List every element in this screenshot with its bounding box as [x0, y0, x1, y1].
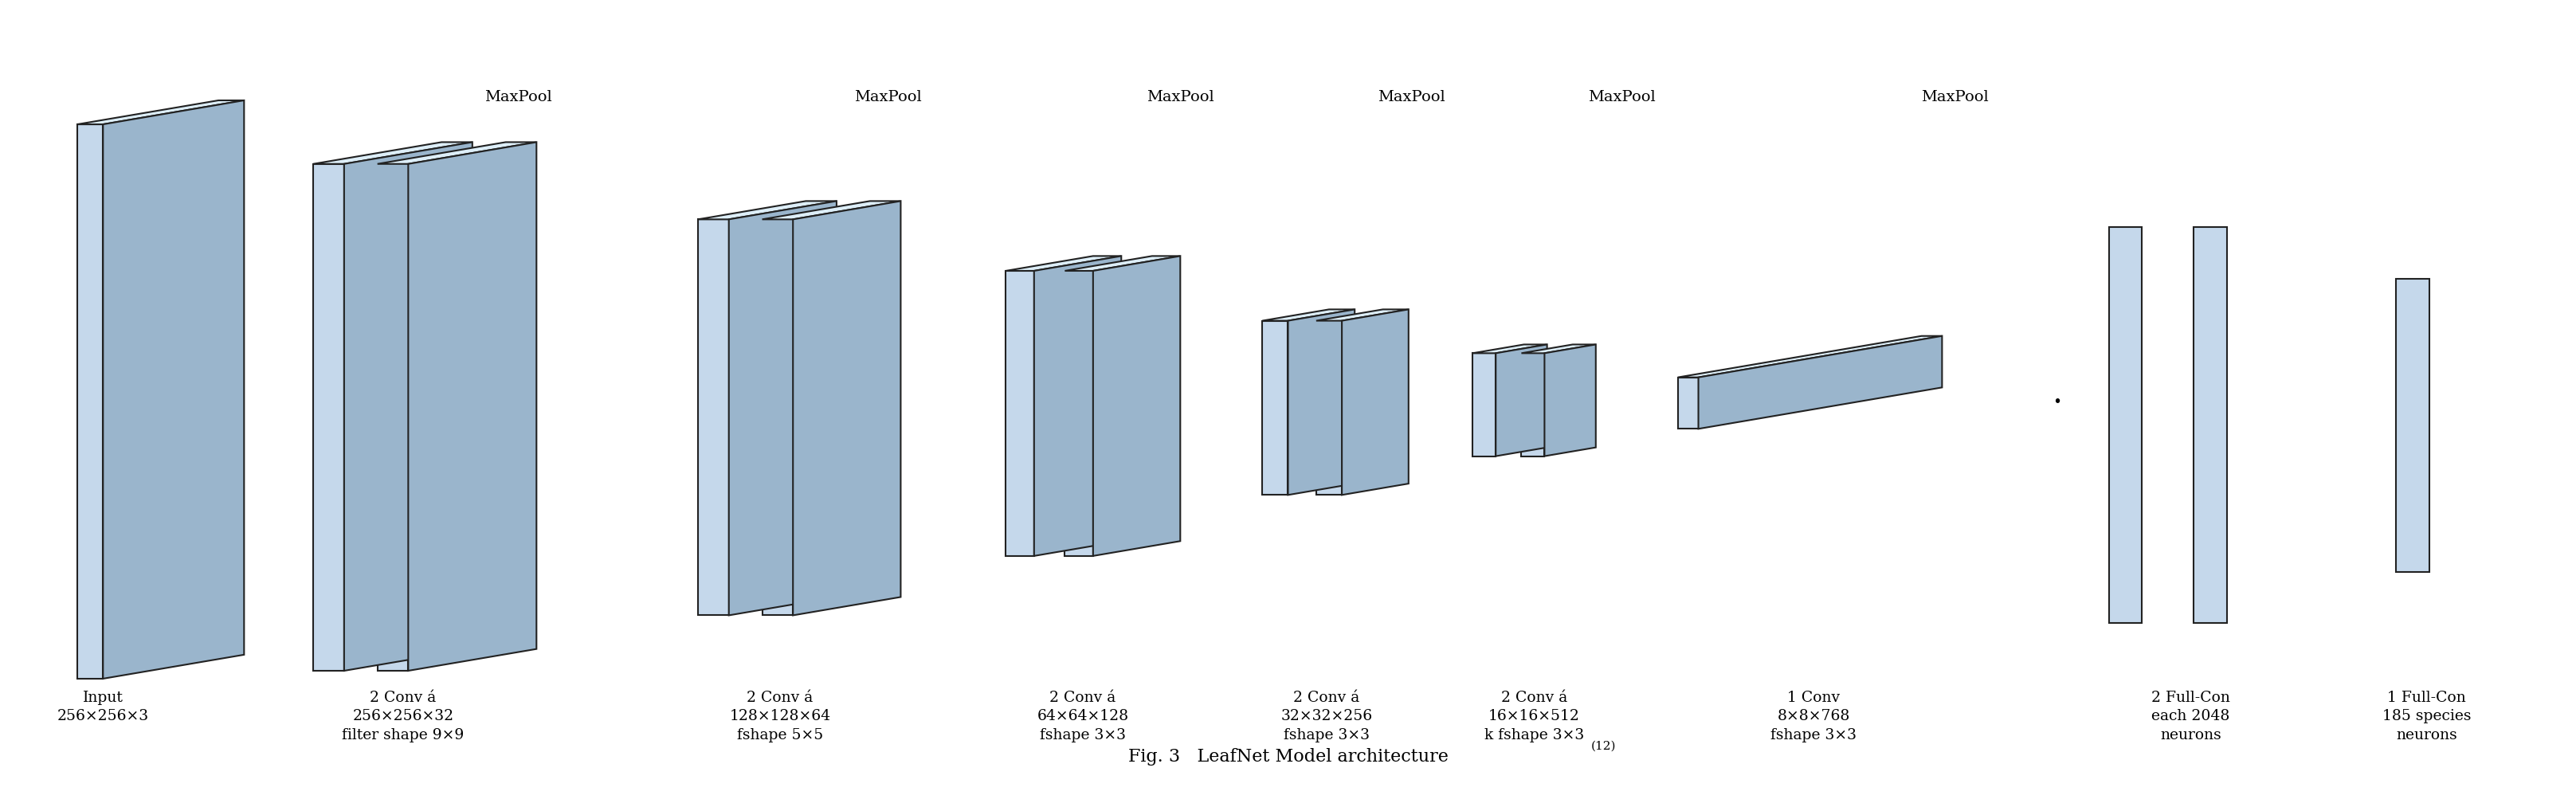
- Polygon shape: [1473, 344, 1548, 353]
- Text: MaxPool: MaxPool: [1922, 90, 1989, 104]
- Polygon shape: [407, 142, 536, 671]
- Text: Fig. 3   LeafNet Model architecture: Fig. 3 LeafNet Model architecture: [1128, 748, 1448, 766]
- Polygon shape: [1522, 353, 1546, 456]
- Polygon shape: [1092, 256, 1180, 556]
- Text: (12): (12): [1589, 740, 1615, 752]
- Text: 2 Conv á
32×32×256
fshape 3×3: 2 Conv á 32×32×256 fshape 3×3: [1280, 691, 1373, 743]
- Polygon shape: [698, 219, 729, 615]
- Polygon shape: [1316, 309, 1409, 320]
- Polygon shape: [1005, 256, 1121, 271]
- Text: 2 Conv á
64×64×128
fshape 3×3: 2 Conv á 64×64×128 fshape 3×3: [1038, 691, 1128, 743]
- Polygon shape: [77, 124, 103, 679]
- Text: MaxPool: MaxPool: [484, 90, 551, 104]
- Polygon shape: [762, 201, 902, 219]
- Polygon shape: [1262, 309, 1355, 320]
- Polygon shape: [1497, 344, 1548, 456]
- Text: MaxPool: MaxPool: [855, 90, 922, 104]
- Polygon shape: [698, 201, 837, 219]
- Polygon shape: [762, 219, 793, 615]
- Polygon shape: [1005, 271, 1033, 556]
- Polygon shape: [379, 142, 536, 164]
- Polygon shape: [2110, 227, 2143, 623]
- Polygon shape: [1316, 320, 1342, 495]
- Text: 1 Conv
8×8×768
fshape 3×3: 1 Conv 8×8×768 fshape 3×3: [1770, 691, 1857, 743]
- Polygon shape: [2192, 227, 2226, 623]
- Polygon shape: [379, 164, 407, 671]
- Text: 2 Conv á
16×16×512
k fshape 3×3: 2 Conv á 16×16×512 k fshape 3×3: [1484, 691, 1584, 743]
- Polygon shape: [1698, 336, 1942, 429]
- Polygon shape: [314, 164, 345, 671]
- Polygon shape: [1342, 309, 1409, 495]
- Polygon shape: [729, 201, 837, 615]
- Polygon shape: [77, 100, 245, 124]
- Text: MaxPool: MaxPool: [1146, 90, 1213, 104]
- Polygon shape: [2396, 279, 2429, 572]
- Polygon shape: [1546, 344, 1595, 456]
- Polygon shape: [793, 201, 902, 615]
- Text: 2 Conv á
256×256×32
filter shape 9×9: 2 Conv á 256×256×32 filter shape 9×9: [343, 691, 464, 743]
- Polygon shape: [1288, 309, 1355, 495]
- Text: MaxPool: MaxPool: [1378, 90, 1445, 104]
- Polygon shape: [345, 142, 471, 671]
- Polygon shape: [103, 100, 245, 679]
- Polygon shape: [1677, 377, 1698, 429]
- Text: 1 Full-Con
185 species
neurons: 1 Full-Con 185 species neurons: [2383, 691, 2470, 743]
- Text: Input
256×256×3: Input 256×256×3: [57, 691, 149, 724]
- Text: 2 Full-Con
each 2048
neurons: 2 Full-Con each 2048 neurons: [2151, 691, 2231, 743]
- Polygon shape: [1033, 256, 1121, 556]
- Polygon shape: [1064, 271, 1092, 556]
- Text: 2 Conv á
128×128×64
fshape 5×5: 2 Conv á 128×128×64 fshape 5×5: [729, 691, 832, 743]
- Polygon shape: [1262, 320, 1288, 495]
- Polygon shape: [1064, 256, 1180, 271]
- Polygon shape: [1522, 344, 1595, 353]
- Polygon shape: [1677, 336, 1942, 377]
- Polygon shape: [1473, 353, 1497, 456]
- Text: ·: ·: [2053, 386, 2063, 420]
- Polygon shape: [314, 142, 471, 164]
- Text: MaxPool: MaxPool: [1587, 90, 1656, 104]
